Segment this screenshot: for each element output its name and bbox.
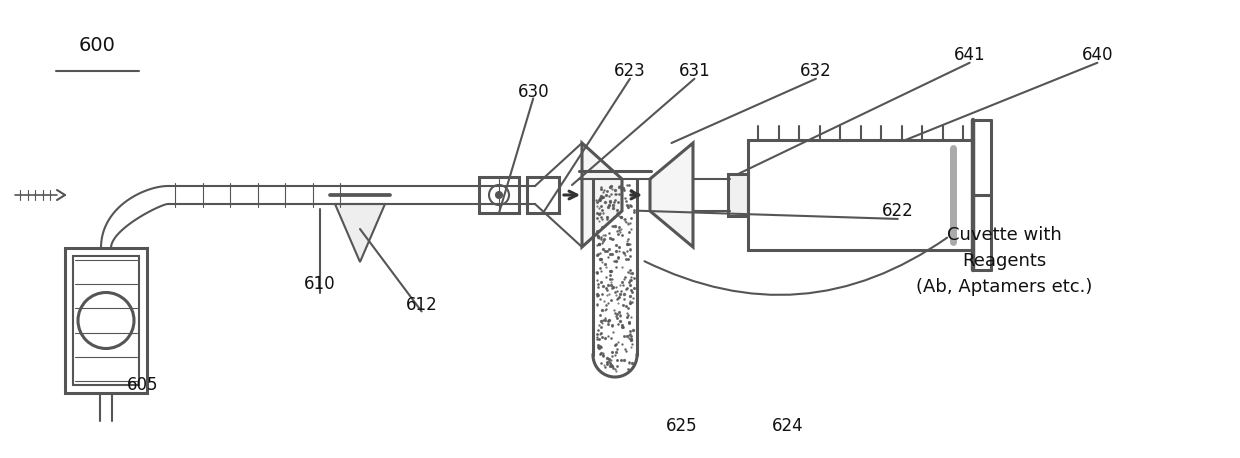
Text: Cuvette with
Reagents
(Ab, Aptamers etc.): Cuvette with Reagents (Ab, Aptamers etc.…	[916, 226, 1092, 296]
Bar	[64, 248, 148, 393]
Text: 624: 624	[771, 417, 804, 435]
Bar	[748, 140, 973, 250]
Bar	[73, 256, 139, 385]
Text: 625: 625	[666, 417, 698, 435]
Polygon shape	[650, 143, 693, 247]
Text: 622: 622	[882, 202, 914, 220]
Bar	[479, 177, 520, 213]
Text: 641: 641	[954, 46, 986, 64]
Bar	[728, 174, 748, 216]
Polygon shape	[335, 204, 384, 262]
Text: 630: 630	[517, 82, 549, 101]
Text: 610: 610	[304, 275, 336, 293]
Text: 631: 631	[678, 62, 711, 80]
Bar	[527, 177, 559, 213]
Text: 632: 632	[800, 62, 832, 80]
Text: 605: 605	[126, 376, 159, 394]
Text: 640: 640	[1081, 46, 1114, 64]
Text: 612: 612	[405, 295, 438, 314]
Text: 600: 600	[78, 36, 115, 55]
Text: 623: 623	[614, 62, 646, 80]
Polygon shape	[582, 143, 622, 247]
Circle shape	[496, 192, 502, 198]
